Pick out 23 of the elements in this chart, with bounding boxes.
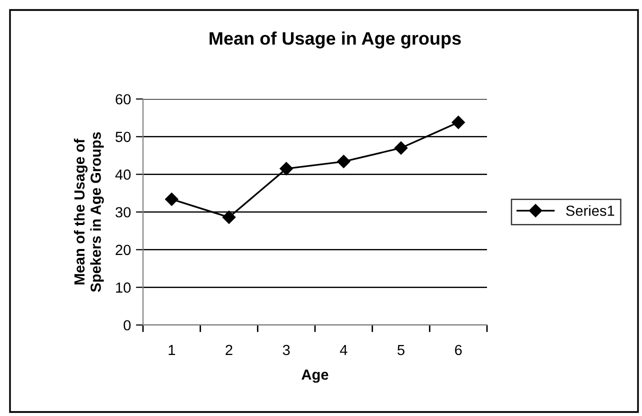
x-tick-label: 4	[340, 344, 348, 356]
y-tick-label: 20	[116, 244, 131, 256]
point	[165, 192, 178, 206]
x-tick-label: 5	[398, 344, 404, 356]
y-tick-label: 10	[116, 282, 131, 293]
y-tick-label: 50	[116, 132, 131, 142]
point	[452, 116, 465, 129]
x-tick-label: 2	[226, 344, 232, 356]
point	[222, 210, 236, 224]
x-axis-title: Age	[302, 370, 328, 383]
point	[280, 162, 293, 176]
chart-title: Mean of Usage in Age groups	[210, 32, 461, 48]
x-tick-label: 3	[282, 344, 290, 356]
point	[394, 141, 408, 155]
y-tick-label: 0	[124, 320, 131, 330]
y-axis-title: Mean of the Usage of Spekers in Age Groups	[74, 132, 104, 292]
point	[337, 154, 350, 168]
y-tick-label: 30	[116, 207, 131, 218]
y-tick-label: 40	[115, 169, 131, 180]
x-tick-label: 1	[168, 344, 176, 356]
legend-label: Series1	[566, 205, 614, 216]
y-tick-label: 60	[116, 94, 131, 104]
x-tick-label: 6	[455, 344, 462, 356]
